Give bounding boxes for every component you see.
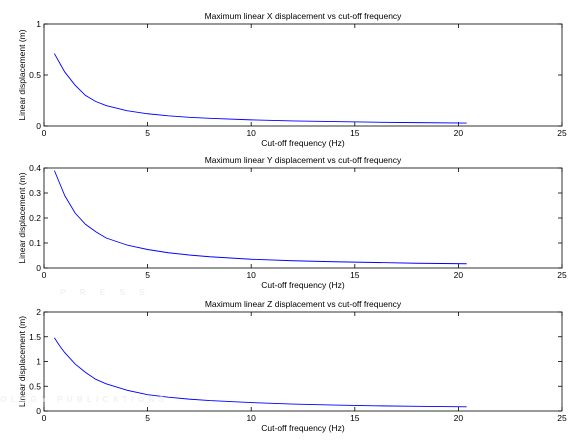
chart-1-x-tick-label: 25: [557, 128, 567, 138]
chart-2-plot-frame: [43, 167, 563, 269]
chart-1-x-tick-label: 15: [350, 128, 360, 138]
chart-1-x-tick-label: 0: [42, 128, 47, 138]
chart-3-title: Maximum linear Z displacement vs cut-off…: [205, 299, 402, 309]
chart-3-x-axis-label: Cut-off frequency (Hz): [261, 423, 345, 433]
chart-2-y-axis-label: Linear displacement (m): [17, 172, 27, 263]
chart-3-x-tick-label: 15: [350, 413, 360, 423]
chart-2-x-tick-label: 15: [350, 270, 360, 280]
chart-3-y-tick-label: 2: [36, 307, 41, 317]
chart-1-x-tick-label: 5: [145, 128, 150, 138]
chart-3-y-axis-label: Linear displacement (m): [17, 316, 27, 407]
chart-1-y-axis-label: Linear displacement (m): [17, 29, 27, 120]
chart-1-x-tick-label: 10: [246, 128, 256, 138]
chart-2-y-tick-label: 0.4: [29, 163, 41, 173]
chart-2-x-axis-label: Cut-off frequency (Hz): [261, 280, 345, 290]
chart-2-x-tick-label: 20: [454, 270, 464, 280]
chart-1-plot-frame: [43, 23, 563, 127]
chart-3-x-tick-label: 10: [246, 413, 256, 423]
chart-3-y-tick-label: 1.5: [29, 332, 41, 342]
chart-2-y-tick-label: 0.1: [29, 238, 41, 248]
chart-3-series-line: [53, 337, 467, 408]
chart-2-y-tick-label: 0.3: [29, 188, 41, 198]
chart-3-x-tick-label: 20: [454, 413, 464, 423]
chart-2-x-tick-label: 5: [145, 270, 150, 280]
chart-1-y-tick-label: 0: [36, 121, 41, 131]
chart-1-title: Maximum linear X displacement vs cut-off…: [205, 11, 403, 21]
chart-1-y-tick-label: 1: [36, 19, 41, 29]
chart-3-x-tick-label: 5: [145, 413, 150, 423]
chart-2-x-tick-label: 0: [42, 270, 47, 280]
chart-3-y-tick-label: 0: [36, 406, 41, 416]
chart-2-y-tick-label: 0.2: [29, 213, 41, 223]
chart-3-plot-frame: [43, 311, 563, 412]
chart-2-y-tick-label: 0: [36, 263, 41, 273]
chart-3-y-tick-label: 0.5: [29, 381, 41, 391]
chart-3-y-tick-label: 1: [36, 357, 41, 367]
chart-2-series-line: [53, 170, 467, 265]
chart-1-x-axis-label: Cut-off frequency (Hz): [261, 138, 345, 148]
chart-3-x-tick-label: 25: [557, 413, 567, 423]
chart-2-title: Maximum linear Y displacement vs cut-off…: [205, 155, 402, 165]
chart-2-x-tick-label: 10: [246, 270, 256, 280]
chart-2-x-tick-label: 25: [557, 270, 567, 280]
chart-3-x-tick-label: 0: [42, 413, 47, 423]
chart-1-y-tick-label: 0.5: [29, 70, 41, 80]
chart-1-x-tick-label: 20: [454, 128, 464, 138]
chart-1-series-line: [53, 53, 467, 124]
